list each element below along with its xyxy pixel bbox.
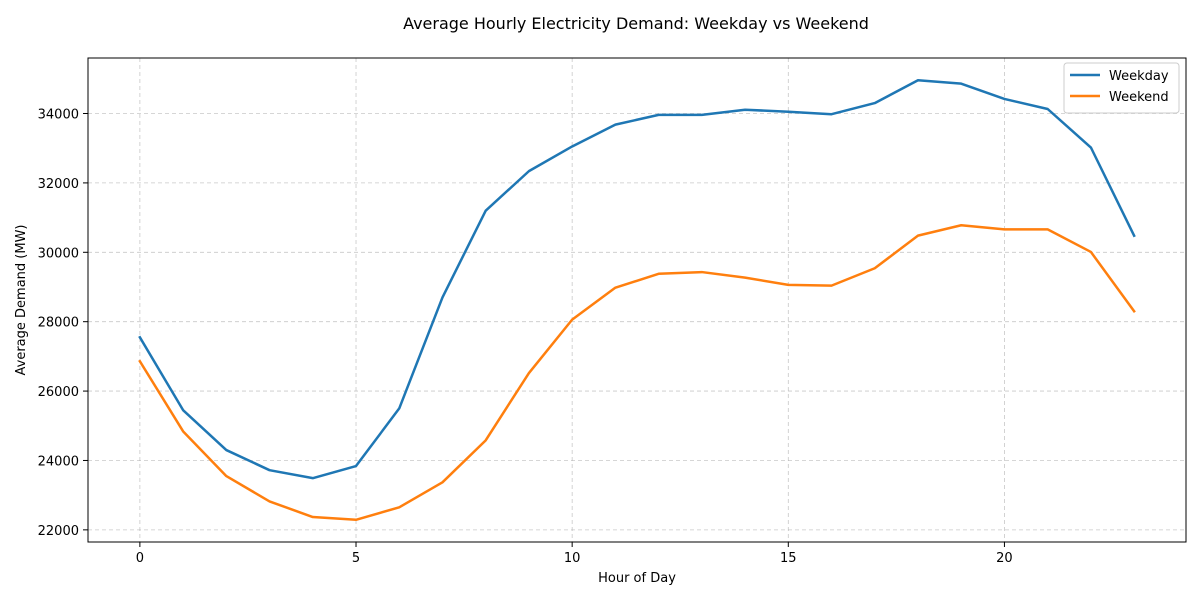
legend-label-weekday: Weekday [1109,69,1169,84]
chart-title: Average Hourly Electricity Demand: Weekd… [403,14,869,33]
x-tick-label: 20 [996,551,1013,566]
legend: Weekday Weekend [1063,62,1180,114]
y-tick-label: 28000 [38,316,79,331]
y-axis-title: Average Demand (MW) [14,225,29,376]
y-tick-label: 22000 [38,524,79,539]
series-line-weekday [138,78,1136,480]
x-tick-label: 10 [564,551,581,566]
y-tick-label: 24000 [38,454,79,469]
series-line-weekend [138,223,1136,522]
grid [88,58,1186,542]
y-tick-label: 30000 [38,246,79,261]
y-tick-label: 32000 [38,177,79,192]
legend-label-weekend: Weekend [1109,90,1169,105]
y-tick-label: 26000 [38,385,79,400]
x-axis-title: Hour of Day [598,571,676,586]
x-tick-label: 15 [780,551,797,566]
x-tick-label: 0 [136,551,144,566]
series-lines [138,78,1136,522]
y-tick-label: 34000 [38,108,79,123]
plot-area-frame [87,57,1187,543]
x-tick-label: 5 [352,551,360,566]
x-axis-ticks: 0 5 10 15 20 [136,542,1013,566]
y-axis-ticks: 22000 24000 26000 28000 30000 32000 34000 [38,108,88,539]
